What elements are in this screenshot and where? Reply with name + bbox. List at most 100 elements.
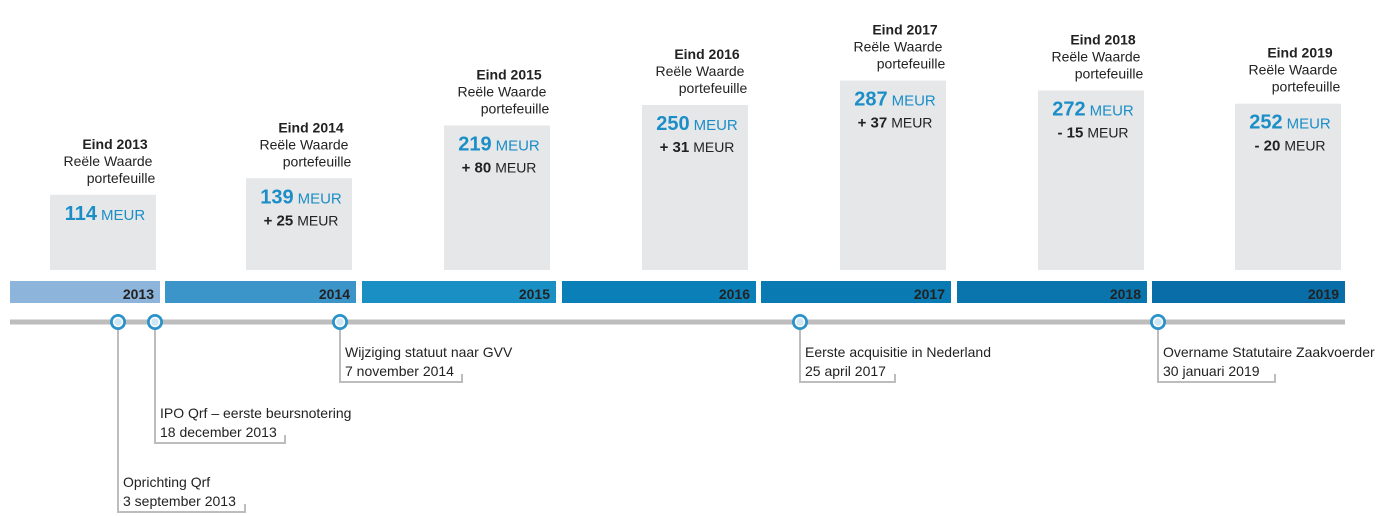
subtitle: Reële Waarde bbox=[656, 63, 745, 79]
change-unit: MEUR bbox=[495, 159, 536, 175]
change-unit: MEUR bbox=[1284, 138, 1325, 154]
value-box bbox=[642, 105, 748, 270]
heading: Eind 2016 bbox=[674, 46, 740, 62]
change-number: + 31 bbox=[660, 139, 690, 156]
year-label: 2014 bbox=[319, 286, 350, 302]
value-number: 272 bbox=[1052, 98, 1085, 120]
change-unit: MEUR bbox=[297, 212, 338, 228]
value-box bbox=[1235, 103, 1341, 271]
subtitle: portefeuille bbox=[87, 170, 156, 186]
value-number: 139 bbox=[260, 186, 293, 208]
event-date: 25 april 2017 bbox=[805, 363, 886, 379]
subtitle: Reële Waarde bbox=[458, 83, 547, 99]
year-label: 2015 bbox=[519, 286, 550, 302]
year-label: 2018 bbox=[1110, 286, 1141, 302]
value: 250 MEUR bbox=[656, 113, 738, 135]
value-unit: MEUR bbox=[892, 93, 936, 110]
change-unit: MEUR bbox=[1087, 124, 1128, 140]
event-date: 7 november 2014 bbox=[345, 363, 454, 379]
change: + 31 MEUR bbox=[660, 139, 735, 156]
event-dot-ring bbox=[334, 316, 346, 328]
event-date: 3 september 2013 bbox=[123, 493, 236, 509]
event-title: Overname Statutaire Zaakvoerder bbox=[1163, 344, 1375, 360]
value-unit: MEUR bbox=[298, 190, 342, 207]
year-band bbox=[10, 281, 160, 303]
event-title: IPO Qrf – eerste beursnotering bbox=[160, 405, 351, 421]
subtitle: portefeuille bbox=[679, 80, 748, 96]
event-title: Oprichting Qrf bbox=[123, 474, 210, 490]
value-unit: MEUR bbox=[101, 207, 145, 224]
value-unit: MEUR bbox=[1090, 102, 1134, 119]
value-box bbox=[246, 178, 352, 270]
value-number: 219 bbox=[458, 133, 491, 155]
value-box bbox=[840, 80, 946, 270]
year-band bbox=[957, 281, 1147, 303]
year-label: 2019 bbox=[1308, 286, 1339, 302]
event-dot-ring bbox=[149, 316, 161, 328]
subtitle: Reële Waarde bbox=[854, 39, 943, 55]
value-unit: MEUR bbox=[1287, 116, 1331, 133]
value-number: 287 bbox=[854, 89, 887, 111]
change-unit: MEUR bbox=[891, 115, 932, 131]
heading: Eind 2018 bbox=[1070, 31, 1136, 47]
heading: Eind 2015 bbox=[476, 66, 542, 82]
year-label: 2017 bbox=[914, 286, 945, 302]
event-title: Wijziging statuut naar GVV bbox=[345, 344, 513, 360]
subtitle: Reële Waarde bbox=[260, 136, 349, 152]
event-bracket bbox=[154, 322, 286, 444]
subtitle: portefeuille bbox=[1272, 79, 1341, 95]
value: 219 MEUR bbox=[458, 133, 540, 155]
subtitle: portefeuille bbox=[481, 100, 550, 116]
value: 139 MEUR bbox=[260, 186, 342, 208]
year-band bbox=[362, 281, 556, 303]
value-unit: MEUR bbox=[694, 117, 738, 134]
event-dot-ring bbox=[112, 316, 124, 328]
subtitle: portefeuille bbox=[1075, 65, 1144, 81]
change-number: + 37 bbox=[858, 115, 888, 132]
heading: Eind 2017 bbox=[872, 22, 938, 38]
change: + 80 MEUR bbox=[462, 159, 537, 176]
event-bracket bbox=[799, 322, 896, 383]
change: - 20 MEUR bbox=[1254, 138, 1325, 155]
subtitle: Reële Waarde bbox=[64, 153, 153, 169]
change-number: - 15 bbox=[1057, 124, 1083, 141]
year-band bbox=[761, 281, 951, 303]
value-box bbox=[50, 194, 156, 270]
value: 272 MEUR bbox=[1052, 98, 1134, 120]
year-band bbox=[165, 281, 356, 303]
event-date: 30 januari 2019 bbox=[1163, 363, 1260, 379]
event-dot-ring bbox=[1152, 316, 1164, 328]
event-dot-ring bbox=[794, 316, 806, 328]
change-number: - 20 bbox=[1254, 138, 1280, 155]
value: 287 MEUR bbox=[854, 89, 936, 111]
event-bracket bbox=[117, 322, 246, 513]
event-title: Eerste acquisitie in Nederland bbox=[805, 344, 991, 360]
year-band bbox=[1152, 281, 1345, 303]
heading: Eind 2013 bbox=[82, 136, 148, 152]
year-band bbox=[562, 281, 756, 303]
value-unit: MEUR bbox=[496, 137, 540, 154]
heading: Eind 2019 bbox=[1267, 45, 1333, 61]
change-unit: MEUR bbox=[693, 139, 734, 155]
event-bracket bbox=[339, 322, 463, 383]
event-bracket bbox=[1157, 322, 1276, 383]
subtitle: Reële Waarde bbox=[1249, 62, 1338, 78]
change: + 37 MEUR bbox=[858, 115, 933, 132]
subtitle: portefeuille bbox=[877, 56, 946, 72]
change: - 15 MEUR bbox=[1057, 124, 1128, 141]
value-number: 252 bbox=[1249, 112, 1282, 134]
change-number: + 80 bbox=[462, 159, 492, 176]
year-label: 2013 bbox=[123, 286, 154, 302]
value-box bbox=[444, 125, 550, 271]
change-number: + 25 bbox=[264, 212, 294, 229]
value: 252 MEUR bbox=[1249, 112, 1331, 134]
value-box bbox=[1038, 90, 1144, 270]
subtitle: Reële Waarde bbox=[1052, 48, 1141, 64]
value-number: 250 bbox=[656, 113, 689, 135]
value: 114 MEUR bbox=[65, 203, 146, 225]
subtitle: portefeuille bbox=[283, 153, 352, 169]
change: + 25 MEUR bbox=[264, 212, 339, 229]
year-label: 2016 bbox=[719, 286, 750, 302]
event-date: 18 december 2013 bbox=[160, 424, 277, 440]
